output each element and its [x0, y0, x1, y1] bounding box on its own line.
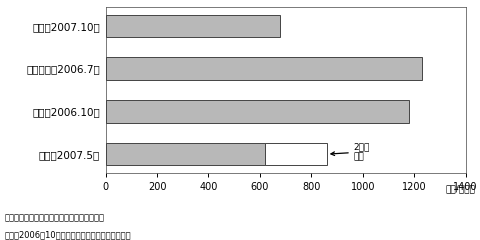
Text: （円/時間）: （円/時間） [445, 185, 475, 194]
Bar [265, 143, 327, 165]
Bar [106, 143, 265, 165]
Text: 2年後
水準: 2年後 水準 [331, 142, 370, 162]
Text: （資料）成長力底上げ戦略推進円卓会議資料: （資料）成長力底上げ戦略推進円卓会議資料 [5, 214, 105, 223]
Bar [106, 100, 409, 122]
Text: （注）2006年10月の為替レートによる円換算値。: （注）2006年10月の為替レートによる円換算値。 [5, 230, 132, 240]
Bar [106, 15, 280, 37]
Bar [106, 58, 422, 80]
